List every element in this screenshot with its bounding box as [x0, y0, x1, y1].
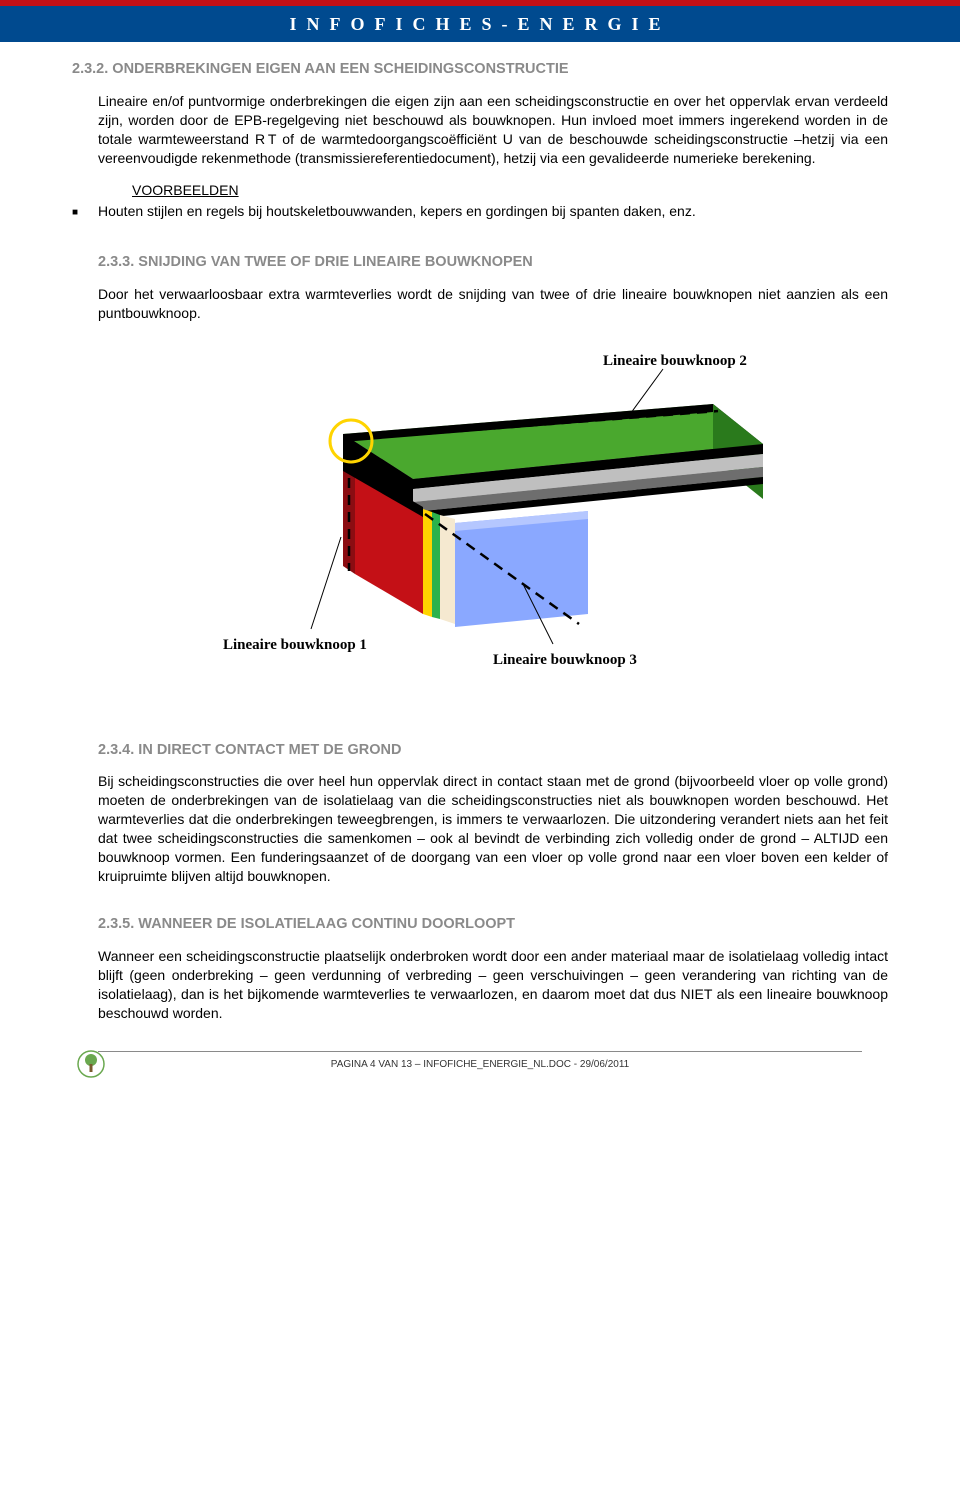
para-2-3-2: Lineaire en/of puntvormige onderbrekinge… — [98, 92, 888, 168]
footer: PAGINA 4 VAN 13 – INFOFICHE_ENERGIE_NL.D… — [72, 1058, 888, 1084]
inner-wall — [440, 515, 455, 624]
diagram-label-2: Lineaire bouwknoop 2 — [603, 353, 747, 369]
para-2-3-4: Bij scheidingsconstructies die over heel… — [98, 772, 888, 885]
diagram-bouwknopen: Lineaire bouwknoop 2 — [98, 341, 888, 697]
insulation-green — [432, 512, 440, 619]
footer-rule — [98, 1051, 862, 1052]
header-bar: INFOFICHES-ENERGIE — [0, 6, 960, 42]
page-content: 2.3.2. ONDERBREKINGEN EIGEN AAN EEN SCHE… — [0, 42, 960, 1107]
para-2-3-5: Wanneer een scheidingsconstructie plaats… — [98, 947, 888, 1023]
heading-2-3-2: 2.3.2. ONDERBREKINGEN EIGEN AAN EEN SCHE… — [72, 60, 888, 80]
footer-logo-icon — [76, 1049, 106, 1079]
header-title: INFOFICHES-ENERGIE — [289, 14, 670, 34]
diagram-label-1: Lineaire bouwknoop 1 — [223, 637, 367, 653]
examples-bullet: Houten stijlen en regels bij houtskeletb… — [98, 202, 888, 221]
examples-title: VOORBEELDEN — [132, 181, 888, 200]
heading-2-3-4: 2.3.4. IN DIRECT CONTACT MET DE GROND — [98, 741, 888, 761]
diagram-svg: Lineaire bouwknoop 2 — [193, 349, 793, 689]
leader-1 — [311, 537, 341, 629]
diagram-label-3: Lineaire bouwknoop 3 — [493, 652, 637, 668]
insulation-yellow — [423, 509, 432, 617]
heading-2-3-5: 2.3.5. WANNEER DE ISOLATIELAAG CONTINU D… — [98, 915, 888, 935]
bullet-marker: ■ — [72, 202, 98, 220]
para-2-3-3: Door het verwaarloosbaar extra warmtever… — [98, 285, 888, 323]
heading-2-3-3: 2.3.3. SNIJDING VAN TWEE OF DRIE LINEAIR… — [98, 253, 888, 273]
footer-text: PAGINA 4 VAN 13 – INFOFICHE_ENERGIE_NL.D… — [331, 1059, 629, 1070]
examples-bullet-row: ■ Houten stijlen en regels bij houtskele… — [72, 202, 888, 221]
